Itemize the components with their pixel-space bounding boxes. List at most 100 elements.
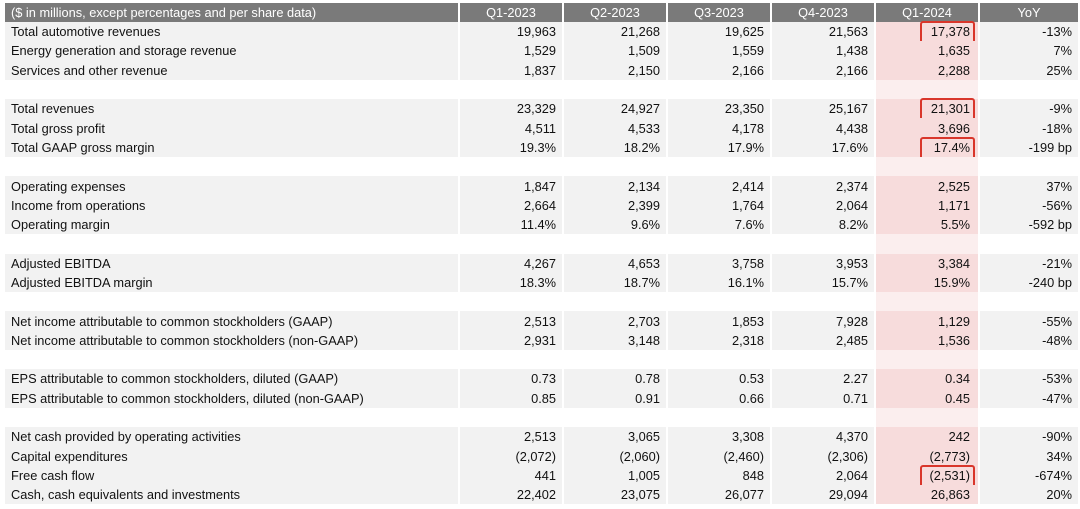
row-label: Energy generation and storage revenue (11, 43, 237, 59)
cell-yoy: -18% (978, 118, 1078, 138)
cell-q2-2023: 4,653 (562, 253, 666, 273)
cell-q4-2023: 2,064 (770, 195, 874, 215)
cell-q4-2023: 17.6% (770, 137, 874, 158)
header-q1-2024: Q1-2024 (874, 3, 978, 22)
table-row: Capital expenditures (2,072) (2,060) (2,460… (5, 446, 1078, 466)
cell-q2-2023: 23,075 (562, 485, 666, 505)
spacer-cell (978, 234, 1078, 254)
cell-q4-2023: 3,953 (770, 253, 874, 273)
cell-q1-2024: 1,635 (874, 41, 978, 61)
spacer-cell (5, 80, 458, 99)
spacer-row (5, 407, 1078, 428)
spacer-cell (874, 292, 978, 312)
cell-q1-2024: 15.9% (874, 272, 978, 293)
spacer-cell (874, 234, 978, 254)
table-row: Income from operations 2,664 2,399 1,764 2,0… (5, 195, 1078, 215)
cell-q1-2023: 1,837 (458, 60, 562, 80)
cell-q1-2023: 23,329 (458, 99, 562, 119)
spacer-cell (770, 234, 874, 254)
spacer-cell (562, 350, 666, 370)
cell-q1-2023: 19.3% (458, 137, 562, 158)
table-row: EPS attributable to common stockholders,… (5, 369, 1078, 389)
cell-yoy: -90% (978, 427, 1078, 447)
header-q2-2023: Q2-2023 (562, 3, 666, 22)
cell-yoy: -53% (978, 369, 1078, 389)
cell-q4-2023: 0.71 (770, 388, 874, 408)
spacer-cell (770, 407, 874, 428)
table-body: Total automotive revenues 19,963 21,268 19,… (5, 20, 1078, 505)
spacer-cell (874, 157, 978, 177)
spacer-cell (770, 350, 874, 370)
cell-q1-2024: 26,863 (874, 485, 978, 505)
cell-q2-2023: 0.91 (562, 388, 666, 408)
cell-q1-2024: 17.4% (874, 136, 978, 161)
cell-yoy: 37% (978, 176, 1078, 196)
cell-q2-2023: 1,005 (562, 465, 666, 486)
table-row: Services and other revenue 1,837 2,150 2,16… (5, 60, 1078, 80)
cell-yoy: -56% (978, 195, 1078, 215)
header-q4-2023: Q4-2023 (770, 3, 874, 22)
row-label: Adjusted EBITDA margin (11, 275, 153, 290)
spacer-row (5, 234, 1078, 254)
cell-q4-2023: 1,438 (770, 41, 874, 61)
table-row: Adjusted EBITDA 4,267 4,653 3,758 3,953 3,384… (5, 253, 1078, 273)
cell-q1-2024: 5.5% (874, 214, 978, 235)
cell-q2-2023: 2,150 (562, 60, 666, 80)
row-label: Cash, cash equivalents and investments (11, 487, 241, 503)
cell-q4-2023: 4,438 (770, 118, 874, 138)
cell-q3-2023: 1,853 (666, 311, 770, 331)
spacer-cell (978, 157, 1078, 177)
cell-q1-2024: 0.34 (874, 369, 978, 389)
spacer-cell (770, 157, 874, 177)
cell-q1-2024: 2,288 (874, 60, 978, 80)
cell-q3-2023: 4,178 (666, 118, 770, 138)
cell-q3-2023: 2,166 (666, 60, 770, 80)
cell-q3-2023: 2,414 (666, 176, 770, 196)
table-row: Adjusted EBITDA margin 18.3% 18.7% 16.1% 15.… (5, 272, 1078, 293)
row-label: Net cash provided by operating activitie… (11, 429, 241, 445)
header-yoy: YoY (978, 3, 1078, 22)
cell-q1-2023: (2,072) (458, 446, 562, 466)
spacer-cell (562, 157, 666, 177)
cell-q2-2023: (2,060) (562, 446, 666, 466)
row-label: Services and other revenue (11, 62, 168, 78)
cell-q1-2024: 1,536 (874, 330, 978, 351)
row-label: Operating expenses (11, 178, 126, 194)
cell-q1-2024: 1,171 (874, 195, 978, 215)
spacer-cell (666, 234, 770, 254)
row-label: Adjusted EBITDA (11, 255, 111, 271)
row-label: Net income attributable to common stockh… (11, 313, 333, 329)
spacer-row (5, 79, 1078, 100)
cell-q1-2024: 0.45 (874, 388, 978, 408)
cell-yoy: -47% (978, 388, 1078, 408)
row-label: Total GAAP gross margin (11, 139, 155, 155)
cell-q3-2023: 7.6% (666, 214, 770, 235)
table-row: Free cash flow 441 1,005 848 2,064 (2,531) -67… (5, 464, 1078, 489)
cell-q1-2023: 22,402 (458, 485, 562, 505)
spacer-cell (874, 79, 978, 100)
cell-q1-2024: 1,129 (874, 311, 978, 331)
cell-yoy: -13% (978, 22, 1078, 42)
spacer-cell (562, 234, 666, 254)
cell-q2-2023: 9.6% (562, 214, 666, 235)
cell-q1-2023: 2,513 (458, 427, 562, 447)
cell-q1-2023: 441 (458, 465, 562, 486)
cell-q4-2023: 15.7% (770, 272, 874, 293)
cell-yoy: 20% (978, 485, 1078, 505)
cell-q1-2024: (2,773) (874, 446, 978, 466)
cell-q1-2023: 2,931 (458, 330, 562, 351)
table-row: Operating margin 11.4% 9.6% 7.6% 8.2% 5.5% -59… (5, 214, 1078, 235)
spacer-cell (874, 407, 978, 428)
cell-yoy: -240 bp (978, 272, 1078, 293)
cell-q3-2023: 17.9% (666, 137, 770, 158)
cell-q3-2023: 1,764 (666, 195, 770, 215)
cell-q3-2023: 2,318 (666, 330, 770, 351)
cell-q4-2023: 2,064 (770, 465, 874, 486)
cell-q1-2023: 2,664 (458, 195, 562, 215)
table-header: ($ in millions, except percentages and p… (5, 3, 1078, 22)
cell-q1-2024: 17,378 (874, 20, 978, 45)
cell-yoy: 7% (978, 41, 1078, 61)
cell-q3-2023: 3,308 (666, 427, 770, 447)
cell-q1-2024: 242 (874, 427, 978, 447)
cell-q2-2023: 3,065 (562, 427, 666, 447)
